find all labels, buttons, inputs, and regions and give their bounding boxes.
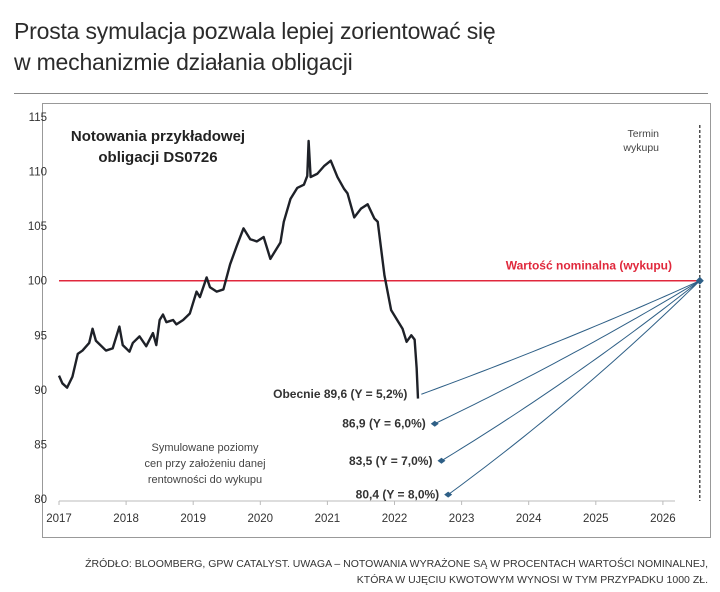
y-tick-label: 85 bbox=[34, 439, 47, 451]
chart-frame bbox=[42, 103, 711, 538]
x-tick-label: 2026 bbox=[650, 513, 676, 525]
title-divider bbox=[14, 93, 708, 94]
y-tick-label: 95 bbox=[34, 330, 47, 342]
y-tick-label: 80 bbox=[34, 494, 47, 506]
maturity-label: Termin bbox=[627, 128, 659, 140]
x-tick-label: 2025 bbox=[583, 513, 609, 525]
simulation-marker bbox=[444, 491, 453, 498]
simulation-label: 80,4 (Y = 8,0%) bbox=[356, 488, 440, 502]
x-tick-label: 2018 bbox=[113, 513, 139, 525]
simulation-marker bbox=[437, 457, 446, 464]
page-title: Prosta symulacja pozwala lepiej zoriento… bbox=[14, 16, 496, 78]
simulation-curve bbox=[421, 280, 701, 395]
y-tick-label: 115 bbox=[29, 112, 47, 124]
footnote: ŹRÓDŁO: BLOOMBERG, GPW CATALYST. UWAGA –… bbox=[85, 556, 708, 588]
simulation-label: 86,9 (Y = 6,0%) bbox=[342, 417, 426, 431]
title-line: w mechanizmie działania obligacji bbox=[14, 49, 353, 75]
simulation-annotation: Symulowane poziomy bbox=[152, 442, 259, 454]
price-series-line bbox=[57, 139, 420, 399]
x-tick-label: 2019 bbox=[180, 513, 206, 525]
simulation-label: 83,5 (Y = 7,0%) bbox=[349, 454, 433, 468]
simulation-label: Obecnie 89,6 (Y = 5,2%) bbox=[273, 387, 407, 401]
x-tick-label: 2020 bbox=[248, 513, 274, 525]
simulation-annotation: rentowności do wykupu bbox=[148, 474, 262, 486]
y-tick-label: 100 bbox=[28, 276, 47, 288]
footnote-line: ŹRÓDŁO: BLOOMBERG, GPW CATALYST. UWAGA –… bbox=[85, 558, 708, 570]
x-tick-label: 2023 bbox=[449, 513, 475, 525]
simulation-curve bbox=[447, 280, 701, 496]
title-line: Prosta symulacja pozwala lepiej zoriento… bbox=[14, 18, 496, 44]
chart-title: Notowania przykładowej bbox=[71, 128, 245, 145]
y-tick-label: 90 bbox=[34, 385, 47, 397]
x-tick-label: 2022 bbox=[382, 513, 408, 525]
nominal-value-label: Wartość nominalna (wykupu) bbox=[506, 259, 672, 273]
x-tick-label: 2021 bbox=[315, 513, 341, 525]
simulation-marker bbox=[430, 420, 439, 427]
maturity-label: wykupu bbox=[622, 142, 659, 154]
y-tick-label: 110 bbox=[29, 167, 47, 179]
x-tick-label: 2024 bbox=[516, 513, 542, 525]
x-tick-label: 2017 bbox=[46, 513, 72, 525]
simulation-curve bbox=[441, 280, 701, 462]
maturity-marker bbox=[695, 276, 704, 285]
simulation-annotation: cen przy założeniu danej bbox=[144, 458, 265, 470]
chart-title: obligacji DS0726 bbox=[98, 149, 217, 166]
footnote-line: KTÓRA W UJĘCIU KWOTOWYM WYNOSI W TYM PRZ… bbox=[356, 574, 708, 586]
simulation-curve bbox=[434, 280, 701, 425]
y-tick-label: 105 bbox=[28, 221, 47, 233]
